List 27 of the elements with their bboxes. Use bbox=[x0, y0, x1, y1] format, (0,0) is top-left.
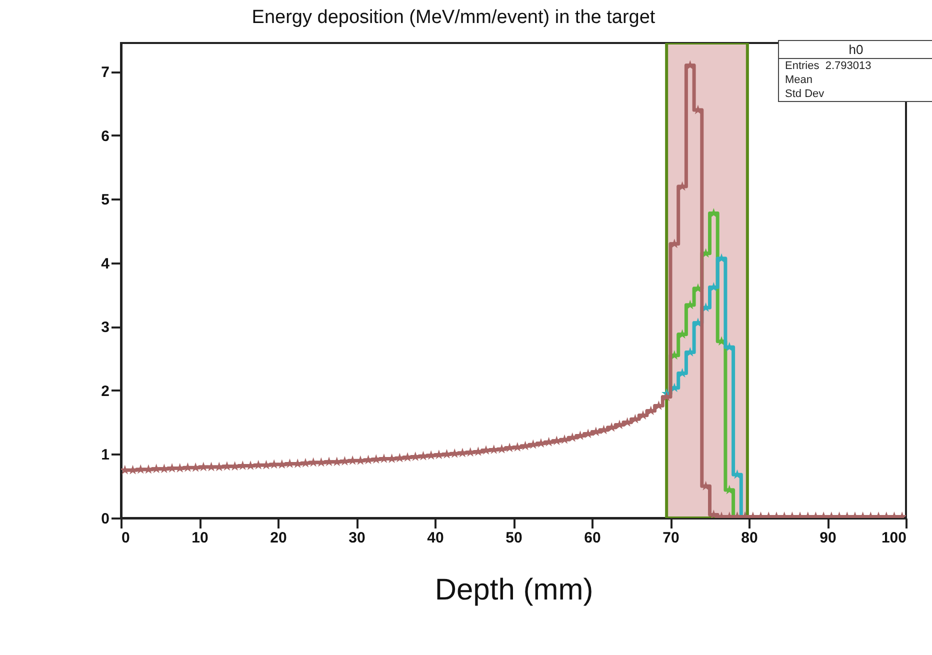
annotation: Mean bbox=[784, 73, 814, 87]
x-tick-label: 50 bbox=[506, 530, 522, 546]
x-tick-label: 90 bbox=[820, 530, 836, 546]
y-tick-label: 2 bbox=[101, 382, 110, 400]
x-tick-label: 0 bbox=[122, 530, 130, 546]
x-tick-label: 40 bbox=[427, 530, 444, 546]
x-tick-label: 80 bbox=[741, 530, 758, 546]
point bbox=[708, 208, 719, 218]
x-axis-title: Depth (mm) bbox=[434, 574, 594, 606]
point bbox=[716, 253, 727, 263]
y-tick-label: 1 bbox=[101, 446, 110, 464]
x-tick-label: 10 bbox=[192, 530, 208, 546]
x-tick-label: 70 bbox=[662, 530, 680, 546]
y-tick-label: 3 bbox=[101, 319, 110, 336]
y-tick-label: 4 bbox=[101, 255, 110, 272]
x-tick-label: 100 bbox=[881, 530, 906, 546]
y-tick-label: 6 bbox=[101, 128, 110, 145]
y-tick-label: 7 bbox=[101, 64, 110, 82]
y-tick-label: 0 bbox=[101, 510, 110, 528]
x-tick-label: 30 bbox=[348, 530, 366, 546]
y-tick-label: 5 bbox=[101, 192, 110, 209]
x-tick-label: 60 bbox=[584, 530, 601, 546]
annotation: Entries 2.793013 bbox=[784, 59, 872, 73]
x-tick-label: 20 bbox=[270, 530, 287, 546]
annotation: h0 bbox=[779, 41, 932, 59]
chart-title: Energy deposition (MeV/mm/event) in the target bbox=[252, 7, 656, 28]
annotation: Std Dev bbox=[784, 87, 826, 101]
